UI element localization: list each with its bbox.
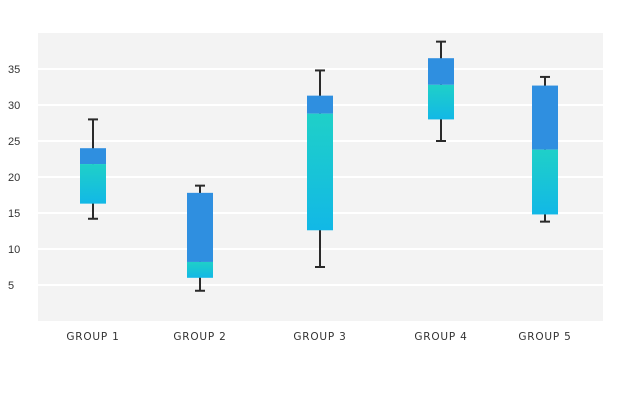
y-tick-label: 15: [8, 208, 20, 220]
box-upper-segment: [187, 192, 213, 262]
y-tick-label: 35: [8, 64, 20, 76]
x-category-label: GROUP 5: [518, 331, 571, 343]
x-axis-categories: GROUP 1 GROUP 2 GROUP 3 GROUP 4 GROUP 5: [66, 331, 571, 343]
box-lower-segment: [80, 164, 106, 204]
box-lower-segment: [532, 149, 558, 215]
x-category-label: GROUP 3: [293, 331, 346, 343]
box-upper-segment: [307, 95, 333, 114]
y-tick-label: 5: [8, 280, 14, 292]
boxes: [80, 40, 558, 292]
y-tick-label: 30: [8, 100, 20, 112]
box-group-1: [80, 118, 106, 220]
box-lower-segment: [187, 261, 213, 278]
x-category-label: GROUP 4: [414, 331, 467, 343]
box-group-5: [532, 75, 558, 223]
box-upper-segment: [428, 58, 454, 85]
y-tick-label: 25: [8, 136, 20, 148]
x-category-label: GROUP 1: [66, 331, 119, 343]
box-group-4: [428, 40, 454, 142]
y-tick-label: 10: [8, 244, 20, 256]
y-tick-label: 20: [8, 172, 20, 184]
box-group-2: [187, 184, 213, 292]
box-upper-segment: [80, 148, 106, 165]
box-group-3: [307, 69, 333, 268]
box-lower-segment: [428, 84, 454, 120]
y-axis-ticks: 5 10 15 20 25 30 35: [8, 64, 20, 292]
box-lower-segment: [307, 113, 333, 231]
box-upper-segment: [532, 85, 558, 150]
x-category-label: GROUP 2: [173, 331, 226, 343]
